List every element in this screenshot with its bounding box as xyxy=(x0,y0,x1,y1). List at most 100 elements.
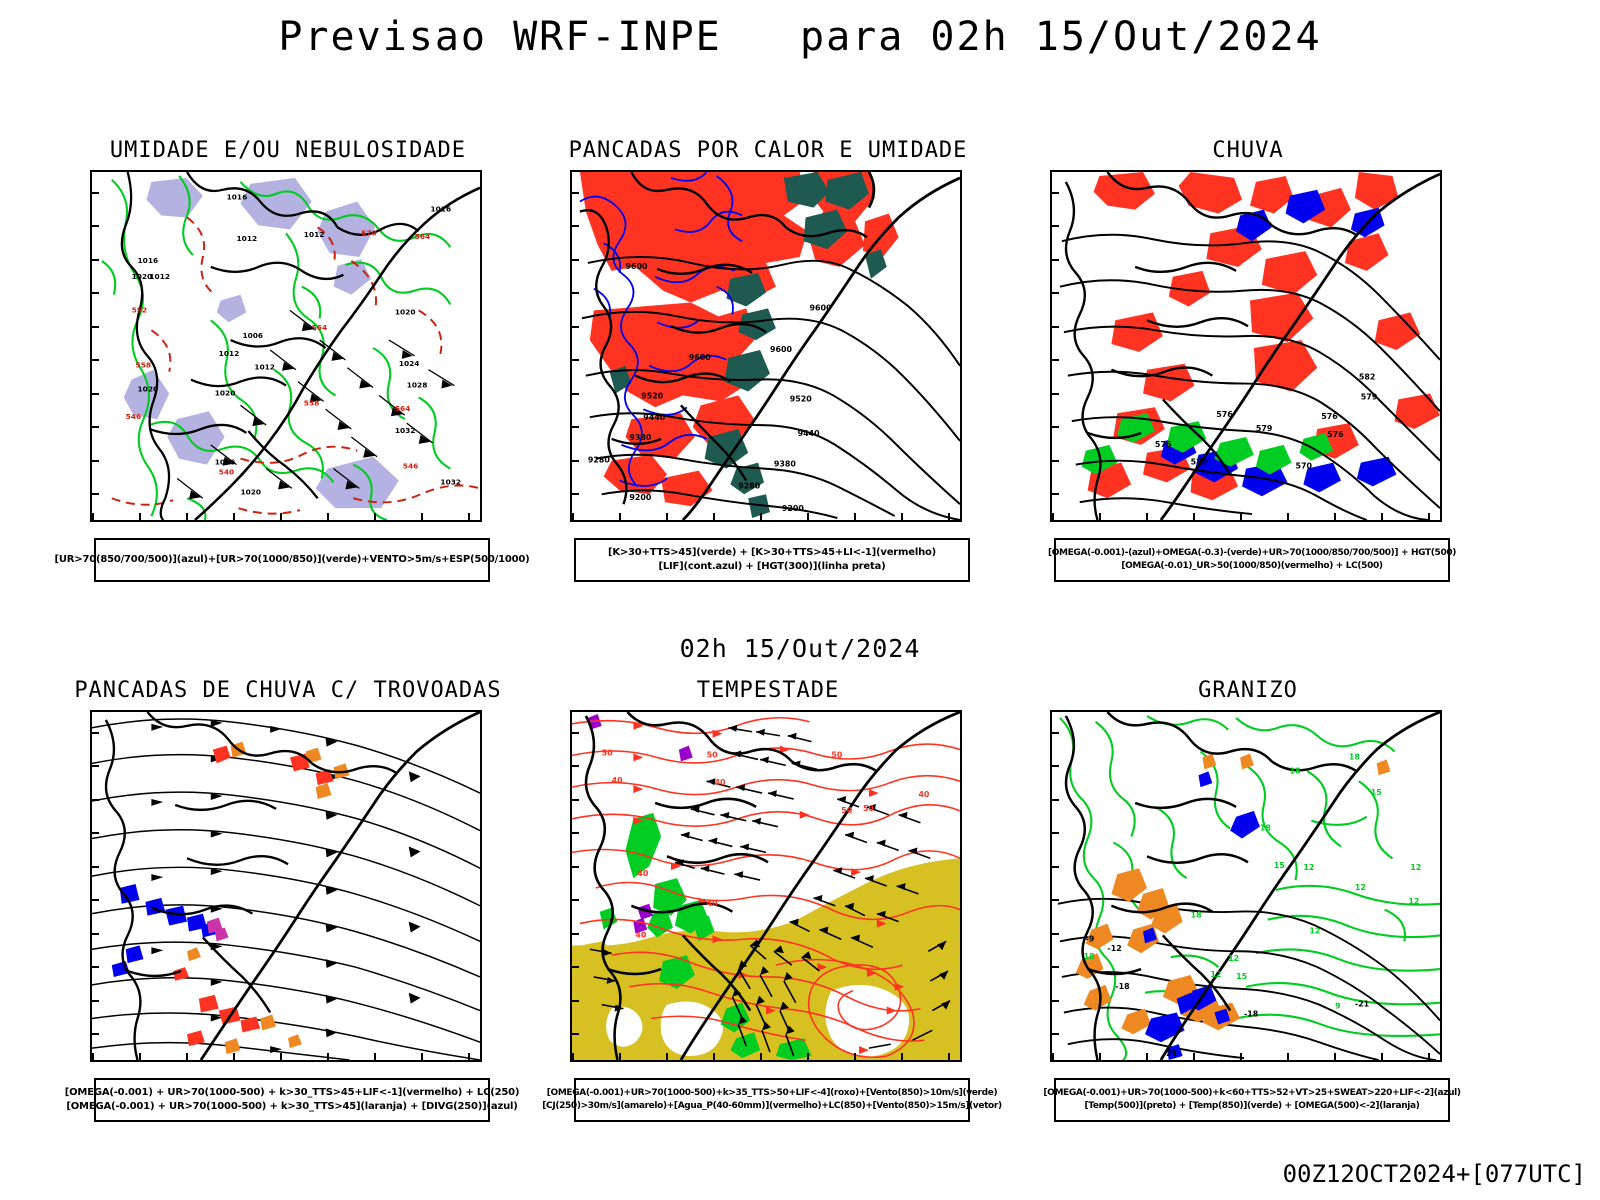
svg-text:1012: 1012 xyxy=(219,349,240,358)
svg-text:15: 15 xyxy=(1236,972,1247,981)
country-borders xyxy=(584,712,878,1060)
panel-title-umidade: UMIDADE E/OU NEBULOSIDADE xyxy=(109,138,467,163)
country-borders xyxy=(579,172,868,505)
coastline xyxy=(1159,712,1440,1060)
legend-line: [K>30+TTS>45](verde) + [K>30+TTS>45+LI<-… xyxy=(607,546,937,558)
svg-text:50: 50 xyxy=(602,749,614,758)
svg-text:579: 579 xyxy=(1361,392,1378,401)
svg-text:576: 576 xyxy=(1321,412,1338,421)
svg-text:546: 546 xyxy=(403,462,418,471)
svg-text:-18: -18 xyxy=(1244,1010,1259,1019)
panel-umidade[interactable]: UMIDADE E/OU NEBULOSIDADE xyxy=(48,138,530,608)
svg-text:1012: 1012 xyxy=(254,363,275,372)
black-hgt500-contours xyxy=(1059,233,1440,520)
blue-hail-patches xyxy=(1143,771,1260,1060)
svg-text:1020: 1020 xyxy=(132,272,153,281)
svg-text:558: 558 xyxy=(304,398,319,407)
red-omega-shading xyxy=(1087,172,1440,501)
svg-text:40: 40 xyxy=(637,869,649,878)
coastline xyxy=(194,186,480,520)
svg-text:9380: 9380 xyxy=(774,460,797,469)
svg-text:40: 40 xyxy=(635,930,647,939)
svg-text:1006: 1006 xyxy=(242,331,263,340)
svg-text:-12: -12 xyxy=(1107,944,1121,953)
map-canvas-pancadas-trovoadas xyxy=(92,712,480,1060)
panel-title-chuva: CHUVA xyxy=(1212,138,1284,163)
panel-granizo[interactable]: GRANIZO xyxy=(1008,678,1488,1148)
page-title: Previsao WRF-INPE para 02h 15/Out/2024 xyxy=(278,14,1322,60)
map-pancadas-calor[interactable]: 9600 9600 9600 9600 9520 9520 9440 9440 9380… xyxy=(570,170,962,522)
thickness-labels: 570 564 552 564 558 546 564 540 546 558 xyxy=(126,228,430,476)
svg-text:18: 18 xyxy=(1191,911,1203,920)
svg-text:1012: 1012 xyxy=(149,272,170,281)
svg-text:9380: 9380 xyxy=(629,433,652,442)
map-canvas-granizo: 18 18 15 18 15 12 12 12 12 12 12 12 18 18 15 9 -… xyxy=(1057,712,1440,1060)
panel-title-pancadas-trovoadas: PANCADAS DE CHUVA C/ TROVOADAS xyxy=(74,678,502,703)
country-borders xyxy=(104,712,398,1060)
mid-subtitle: 02h 15/Out/2024 xyxy=(679,634,921,663)
green-humidity-shading xyxy=(1081,413,1334,475)
panel-pancadas-calor[interactable]: PANCADAS POR CALOR E UMIDADE xyxy=(528,138,1008,608)
legend-line: [UR>70(850/700/500)](azul)+[UR>70(1000/8… xyxy=(54,553,530,565)
black-hgt300-contours xyxy=(581,256,960,520)
streamlines xyxy=(92,718,480,1060)
country-borders xyxy=(1064,172,1358,520)
streamline-arrowheads xyxy=(151,719,421,1054)
panel-tempestade[interactable]: TEMPESTADE xyxy=(528,678,1008,1148)
svg-text:9520: 9520 xyxy=(641,391,664,400)
hgt-labels: 9600 9600 9600 9600 9520 9520 9440 9440 9380… xyxy=(588,262,832,513)
svg-text:12: 12 xyxy=(1410,863,1421,872)
svg-text:1028: 1028 xyxy=(407,381,428,390)
svg-text:50: 50 xyxy=(863,804,875,813)
svg-text:582: 582 xyxy=(1359,373,1376,382)
panel-pancadas-trovoadas[interactable]: PANCADAS DE CHUVA C/ TROVOADAS xyxy=(48,678,528,1148)
red-streamlines xyxy=(572,716,960,1059)
legend-granizo: [OMEGA(-0.001)+UR>70(1000-500)+k<60+TTS>… xyxy=(1043,1078,1461,1122)
svg-text:40: 40 xyxy=(707,899,719,908)
map-pancadas-trovoadas[interactable]: 12S 15S 18S 21S 24S 27S 30S 33S 36S 39S … xyxy=(90,710,482,1062)
svg-text:12: 12 xyxy=(1309,926,1320,935)
country-borders xyxy=(1064,712,1358,1060)
svg-text:9: 9 xyxy=(1335,1002,1341,1011)
coastline xyxy=(199,712,480,1060)
svg-text:546: 546 xyxy=(126,412,141,421)
map-granizo[interactable]: 18 18 15 18 15 12 12 12 12 12 12 12 18 18 15 9 -… xyxy=(1050,710,1442,1062)
svg-text:12: 12 xyxy=(1303,863,1314,872)
legend-line: [CJ(250)>30m/s](amarelo)+[Agua_P(40-60mm… xyxy=(542,1101,1002,1111)
isotach-labels: 50 50 40 40 50 40 50 50 40 40 40 xyxy=(602,749,930,940)
country-borders xyxy=(120,172,420,520)
svg-text:1016: 1016 xyxy=(227,193,248,202)
wind-vector-heads xyxy=(602,724,951,1035)
svg-text:12: 12 xyxy=(1408,897,1419,906)
svg-text:9520: 9520 xyxy=(790,394,813,403)
map-canvas-pancadas-calor: 9600 9600 9600 9600 9520 9520 9440 9440 9380… xyxy=(579,172,960,520)
panel-chuva[interactable]: CHUVA xyxy=(1008,138,1488,608)
red-streamline-arrowheads xyxy=(633,721,905,1055)
svg-text:50: 50 xyxy=(831,750,843,759)
legend-umidade: [UR>70(850/700/500)](azul)+[UR>70(1000/8… xyxy=(54,538,530,582)
svg-text:570: 570 xyxy=(1295,462,1312,471)
svg-text:1032: 1032 xyxy=(440,477,461,486)
panel-title-granizo: GRANIZO xyxy=(1198,678,1298,703)
svg-text:576: 576 xyxy=(1216,410,1233,419)
svg-text:-21: -21 xyxy=(1163,1049,1177,1058)
legend-line: [OMEGA(-0.001) + UR>70(1000-500) + k>30_… xyxy=(66,1101,518,1112)
svg-text:40: 40 xyxy=(612,776,624,785)
svg-text:579: 579 xyxy=(1256,424,1273,433)
svg-text:1016: 1016 xyxy=(431,205,452,214)
svg-text:15: 15 xyxy=(1274,861,1285,870)
legend-pancadas-calor: [K>30+TTS>45](verde) + [K>30+TTS>45+LI<-… xyxy=(574,538,970,582)
svg-text:564: 564 xyxy=(415,232,430,241)
legend-line: [LIF](cont.azul) + [HGT(300)](linha pret… xyxy=(658,561,886,572)
svg-text:9600: 9600 xyxy=(770,345,793,354)
map-umidade[interactable]: 1016 1016 1012 1012 1016 1020 1012 1006 1012 1… xyxy=(90,170,482,522)
svg-text:40: 40 xyxy=(918,790,930,799)
red-storm-patches xyxy=(173,745,334,1047)
svg-text:50: 50 xyxy=(841,806,853,815)
red-pressure-contours xyxy=(111,216,480,515)
svg-text:558: 558 xyxy=(136,361,151,370)
map-canvas-chuva: 582 579 576 576 579 576 576 579 570 xyxy=(1059,172,1440,520)
